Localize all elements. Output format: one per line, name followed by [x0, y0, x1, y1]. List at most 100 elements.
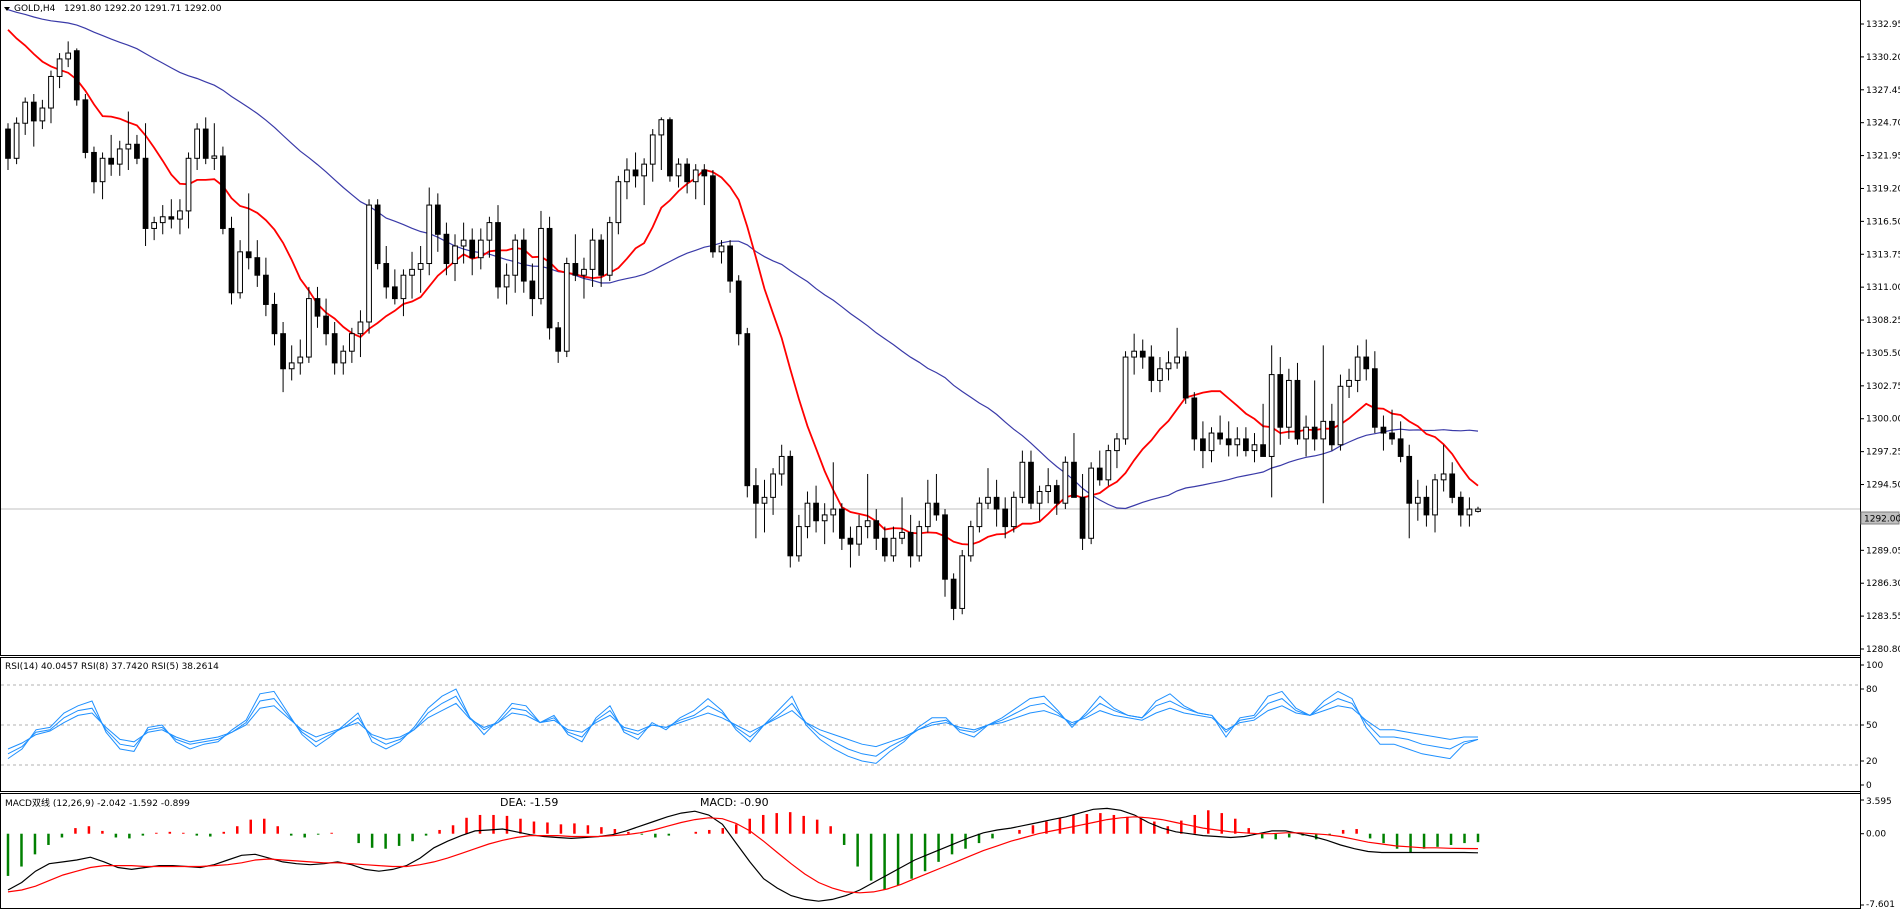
candle-body	[1475, 508, 1481, 512]
candle-body	[391, 286, 398, 300]
candle-body	[787, 455, 794, 557]
candle-body	[881, 537, 888, 557]
candle-body	[220, 155, 226, 229]
candle-body	[864, 520, 871, 528]
candle-body	[942, 514, 948, 580]
candle-body	[280, 333, 286, 370]
candle-body	[735, 280, 742, 335]
current-price-tag	[1860, 511, 1900, 525]
candle-body	[82, 99, 89, 153]
candle-body	[477, 239, 484, 259]
candle-body	[297, 356, 304, 364]
price-axis-label: 1319.20	[1866, 184, 1900, 194]
candle-body	[727, 245, 733, 282]
rsi-axis-label: 80	[1866, 685, 1878, 695]
candle-body	[263, 274, 269, 305]
candle-body	[675, 163, 682, 177]
candle-body	[331, 333, 338, 364]
dea-value-label: DEA: -1.59	[500, 796, 558, 809]
candle-body	[1423, 496, 1430, 516]
price-axis-label: 1297.25	[1866, 448, 1900, 458]
macd-label: MACD双线 (12,26,9) -2.042 -1.592 -0.899	[5, 797, 190, 809]
candle-body	[916, 526, 923, 557]
price-axis-label: 1289.05	[1866, 546, 1900, 556]
candle-body	[520, 239, 527, 282]
candle-body	[1432, 479, 1438, 516]
candle-body	[314, 298, 321, 317]
price-axis-label: 1283.55	[1866, 612, 1900, 622]
candle-body	[710, 175, 716, 253]
candle-body	[271, 303, 278, 335]
collapse-arrow-icon[interactable]	[4, 7, 10, 11]
candle-body	[649, 134, 656, 165]
rsi-axis-label: 100	[1866, 661, 1883, 671]
candle-body	[142, 157, 149, 229]
candle-body	[563, 263, 570, 352]
candle-body	[383, 263, 390, 288]
candle-body	[641, 163, 648, 177]
candle-body	[486, 222, 493, 241]
candle-body	[1328, 420, 1335, 446]
candle-body	[624, 169, 630, 183]
candle-body	[778, 455, 785, 475]
candle-body	[495, 222, 501, 288]
symbol-label: GOLD,H4	[14, 4, 56, 14]
candle-body	[830, 508, 837, 516]
candle-body	[907, 531, 914, 557]
candle-body	[73, 50, 80, 101]
candle-body	[761, 496, 768, 504]
candle-body	[323, 315, 329, 335]
candle-body	[1122, 356, 1129, 440]
candle-body	[538, 227, 544, 300]
candle-body	[1096, 467, 1103, 481]
candle-body	[1286, 379, 1292, 428]
candle-body	[469, 239, 476, 259]
candle-body	[1440, 473, 1447, 481]
price-axis-label: 1308.25	[1866, 316, 1900, 326]
axis-layer: 1332.95 1330.20 1327.45 1324.70 1321.95 1319.…	[1860, 20, 1900, 909]
candle-body	[1277, 374, 1284, 428]
candle-body	[1260, 444, 1266, 457]
rsi-axis-label: 50	[1866, 721, 1878, 731]
candle-body	[1114, 438, 1120, 452]
candle-body	[1346, 379, 1352, 387]
candle-body	[718, 245, 725, 253]
candle-body	[658, 119, 665, 136]
candle-body	[1466, 508, 1473, 516]
candle-body	[1200, 438, 1206, 452]
macd-axis-label: 3.595	[1866, 797, 1892, 807]
candle-body	[1389, 432, 1395, 440]
candle-body	[22, 101, 29, 124]
rsi-line	[7, 688, 1479, 764]
candle-body	[400, 274, 407, 300]
candle-body	[1139, 350, 1146, 358]
candle-body	[65, 52, 72, 60]
candle-body	[1380, 426, 1387, 434]
price-axis-label: 1294.50	[1866, 481, 1900, 491]
candle-body	[933, 502, 940, 516]
rsi-label: RSI(14) 40.0457 RSI(8) 37.7420 RSI(5) 38…	[5, 662, 219, 672]
ma-slow-line	[7, 9, 1479, 510]
ma-fast-line	[7, 29, 1479, 546]
candle-body	[125, 143, 132, 150]
candle-body	[985, 496, 991, 504]
candle-body	[1105, 450, 1112, 481]
candle-body	[409, 268, 415, 276]
candle-body	[1251, 444, 1258, 452]
candle-body	[39, 107, 46, 122]
candle-body	[1191, 397, 1198, 440]
candle-body	[1088, 467, 1095, 539]
candle-body	[1457, 496, 1464, 516]
candle-body	[512, 239, 519, 276]
price-axis-label: 1305.50	[1866, 349, 1900, 359]
candle-body	[202, 128, 209, 159]
candle-body	[1311, 426, 1318, 440]
price-axis-label: 1280.80	[1866, 645, 1900, 655]
candle-body	[1406, 455, 1413, 504]
candle-body	[228, 227, 235, 294]
price-layer	[1, 9, 1860, 621]
candle-body	[813, 502, 819, 522]
candle-body	[950, 578, 957, 609]
candle-body	[1079, 496, 1086, 539]
